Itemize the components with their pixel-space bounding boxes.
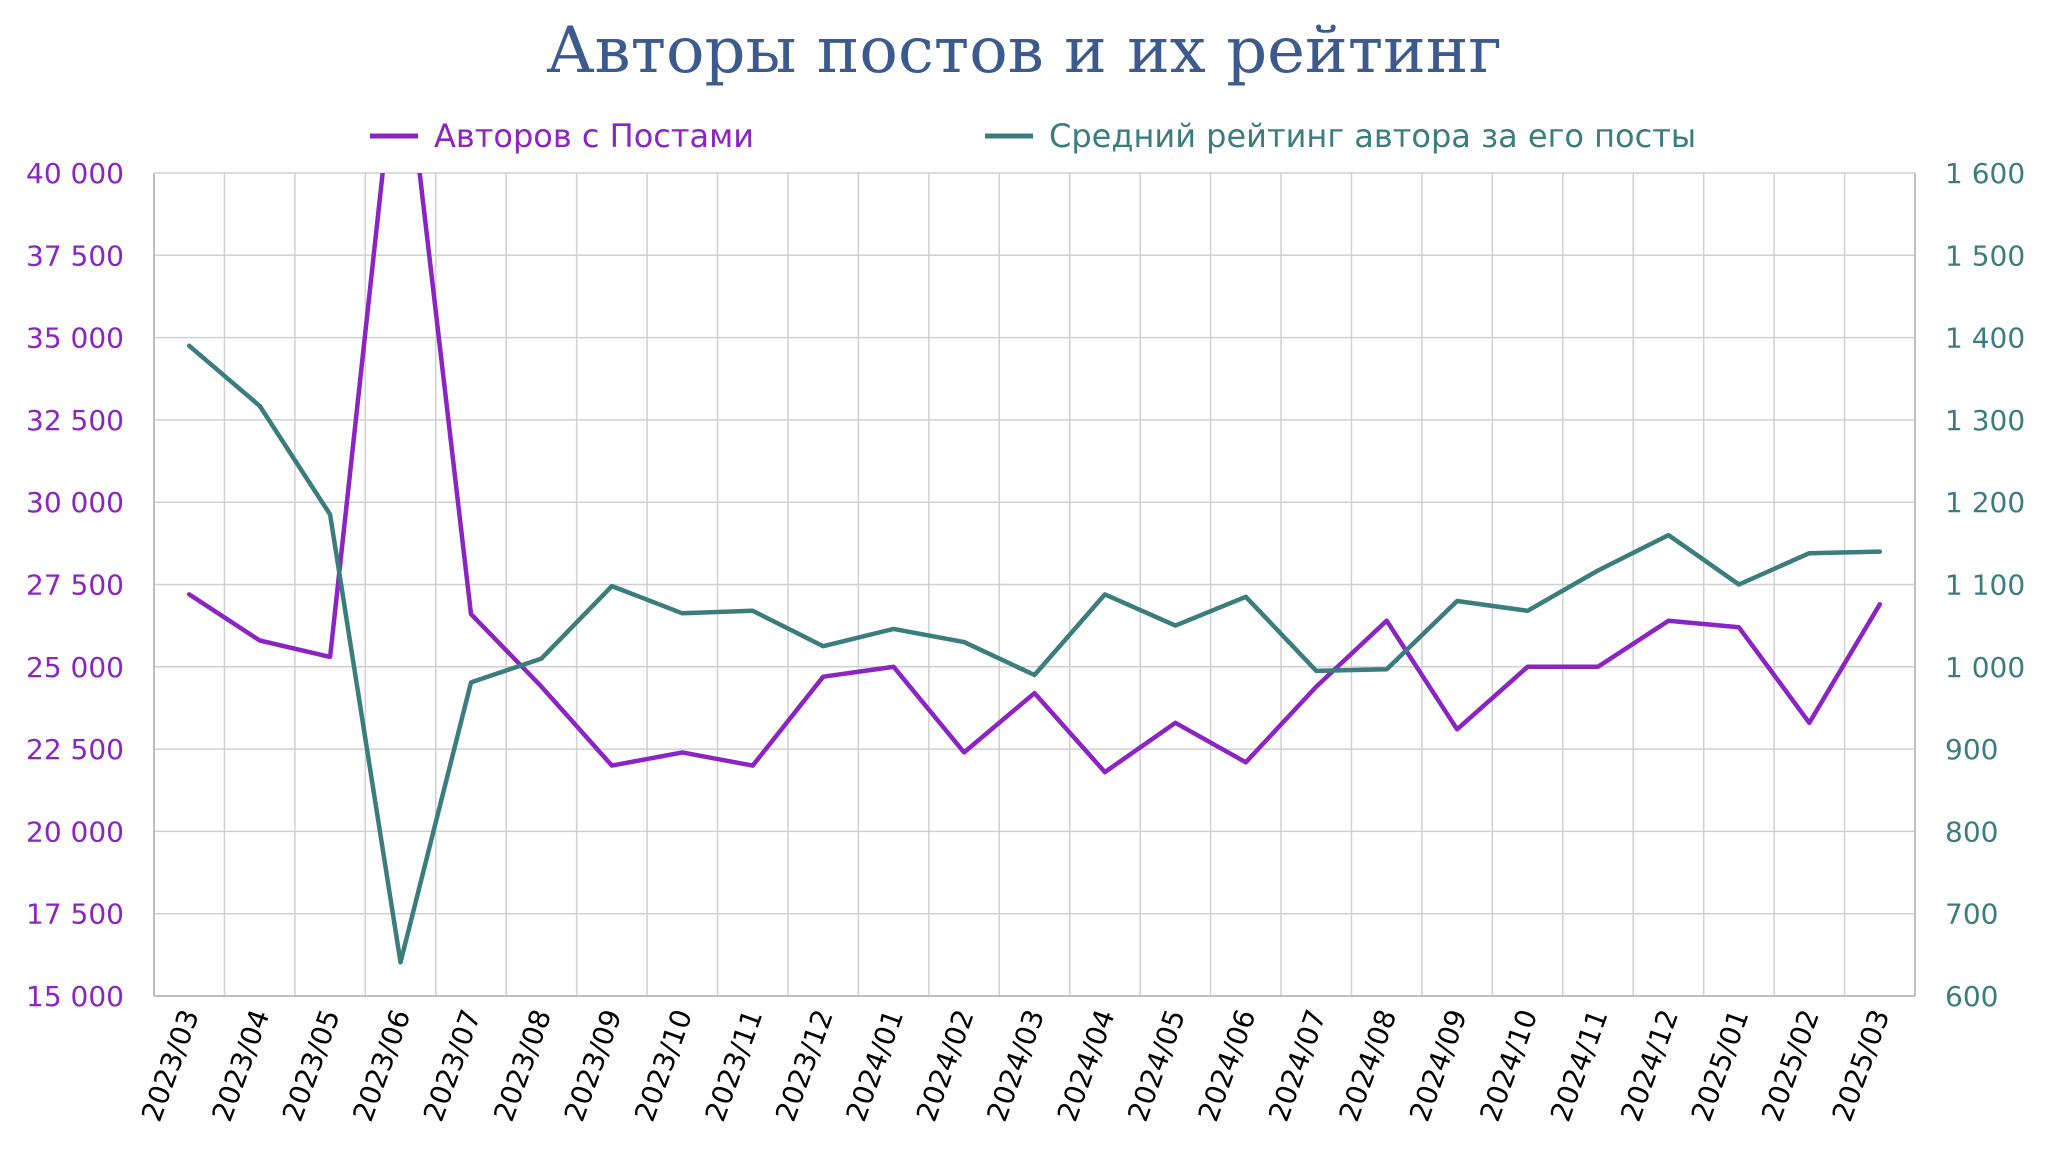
x-tick-label: 2023/10 [628,1005,699,1126]
y-right-tick-label: 1 000 [1945,651,2025,684]
y-left-tick-label: 22 500 [26,733,124,766]
x-tick-label: 2023/06 [346,1005,417,1126]
y-left-tick-label: 40 000 [26,157,124,190]
y-left-tick-label: 17 500 [26,898,124,931]
plot-area: 15 000 17 500 20 000 22 500 25 000 27 500 30 0… [26,157,2025,1126]
x-tick-label: 2024/04 [1051,1005,1122,1126]
x-tick-label: 2023/12 [769,1005,840,1126]
x-tick-label: 2023/03 [135,1005,206,1126]
x-tick-label: 2024/06 [1192,1005,1263,1126]
x-tick-label: 2023/04 [205,1005,276,1126]
x-tick-label: 2024/01 [839,1005,910,1126]
x-tick-label: 2024/07 [1262,1005,1333,1126]
x-tick-label: 2023/08 [487,1005,558,1126]
y-right-tick-label: 1 500 [1945,239,2025,272]
y-right-tick-label: 800 [1945,815,1998,848]
y-right-tick-label: 900 [1945,733,1998,766]
x-tick-label: 2024/11 [1544,1005,1615,1126]
y-left-tick-label: 35 000 [26,322,124,355]
y-right-tick-label: 1 200 [1945,486,2025,519]
x-tick-label: 2025/02 [1755,1005,1826,1126]
legend-label-avg-rating: Средний рейтинг автора за его посты [1049,117,1696,155]
y-right-tick-label: 1 300 [1945,404,2025,437]
y-left-tick-label: 27 500 [26,569,124,602]
x-tick-label: 2024/05 [1121,1005,1192,1126]
y-left-tick-label: 32 500 [26,404,124,437]
legend: Авторов с Постами Средний рейтинг автора… [370,117,1696,155]
x-tick-label: 2025/01 [1685,1005,1756,1126]
legend-label-authors: Авторов с Постами [434,117,754,155]
y-right-tick-label: 700 [1945,898,1998,931]
y-left-tick-label: 37 500 [26,239,124,272]
x-tick-label: 2024/08 [1332,1005,1403,1126]
y-left-tick-label: 25 000 [26,651,124,684]
series-line-authors [186,173,1883,775]
y-right-tick-label: 1 400 [1945,322,2025,355]
x-tick-label: 2024/02 [910,1005,981,1126]
x-tick-label: 2024/12 [1614,1005,1685,1126]
x-tick-label: 2024/10 [1473,1005,1544,1126]
y-right-tick-label: 1 600 [1945,157,2025,190]
y-left-tick-label: 30 000 [26,486,124,519]
y-right-tick-label: 600 [1945,980,1998,1013]
x-tick-label: 2023/09 [558,1005,629,1126]
y-right-tick-label: 1 100 [1945,569,2025,602]
x-tick-label: 2024/03 [980,1005,1051,1126]
x-tick-label: 2024/09 [1403,1005,1474,1126]
y-left-tick-label: 15 000 [26,980,124,1013]
chart-title: Авторы постов и их рейтинг [546,14,1502,88]
x-tick-label: 2025/03 [1826,1005,1897,1126]
x-tick-label: 2023/05 [276,1005,347,1126]
series-line-avg-rating [186,343,1883,965]
x-tick-label: 2023/11 [699,1005,770,1126]
y-left-tick-label: 20 000 [26,815,124,848]
x-tick-label: 2023/07 [417,1005,488,1126]
